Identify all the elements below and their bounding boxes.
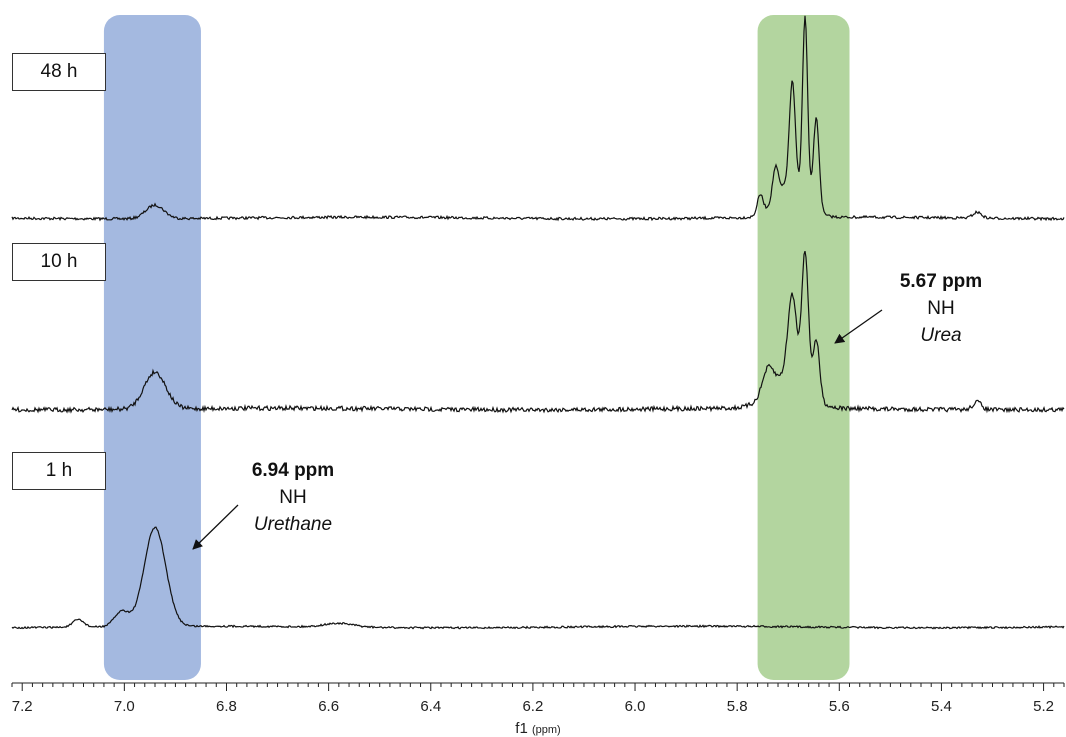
tick-label: 6.0 [625, 698, 646, 715]
highlight-bands [103, 15, 850, 680]
urethane-value: 6.94 ppm [251, 460, 335, 481]
tick-label: 7.2 [12, 698, 33, 715]
trace-label-10h-text: 10 h [40, 251, 78, 272]
trace-label-1h-text: 1 h [45, 460, 73, 481]
spectrum-1h [11, 526, 1065, 630]
x-axis-paren-close: ) [557, 724, 561, 736]
tick-label: 6.2 [522, 698, 543, 715]
trace-label-1h: 1 h [12, 452, 106, 490]
tick-label: 5.4 [931, 698, 952, 715]
x-axis: 7.2 7.0 6.8 6.6 6.4 6.2 6.0 5.8 5.6 5.4 5.2 [11, 682, 1065, 715]
urethane-arrow [192, 504, 239, 550]
tick-label: 6.4 [420, 698, 441, 715]
tick-label: 6.8 [216, 698, 237, 715]
tick-label: 6.6 [318, 698, 339, 715]
urea-group: NH [927, 298, 955, 319]
trace-label-10h: 10 h [12, 243, 106, 281]
x-axis-label: f1 [515, 720, 528, 737]
urethane-annotation: 6.94 ppm NH Urethane [228, 457, 358, 538]
trace-label-48h: 48 h [12, 53, 106, 91]
x-axis-title: f1 (ppm) [515, 720, 560, 737]
x-axis-unit: ppm [536, 724, 557, 736]
spectrum-10h [11, 250, 1065, 414]
annotation-arrows [192, 309, 883, 550]
urea-annotation: 5.67 ppm NH Urea [876, 268, 1006, 349]
spectra [11, 15, 1065, 630]
urea-value: 5.67 ppm [899, 271, 983, 292]
urea-name: Urea [920, 325, 962, 346]
tick-label: 5.6 [829, 698, 850, 715]
urea-arrow [834, 309, 883, 344]
tick-label: 5.2 [1033, 698, 1054, 715]
urea-band [757, 15, 850, 680]
urethane-band [103, 15, 201, 680]
urethane-group: NH [279, 487, 307, 508]
tick-label: 7.0 [114, 698, 135, 715]
urethane-name: Urethane [253, 514, 333, 535]
tick-label: 5.8 [727, 698, 748, 715]
spectrum-48h [11, 15, 1065, 222]
trace-label-48h-text: 48 h [40, 61, 78, 82]
x-axis-paren-open: ( [532, 724, 536, 736]
